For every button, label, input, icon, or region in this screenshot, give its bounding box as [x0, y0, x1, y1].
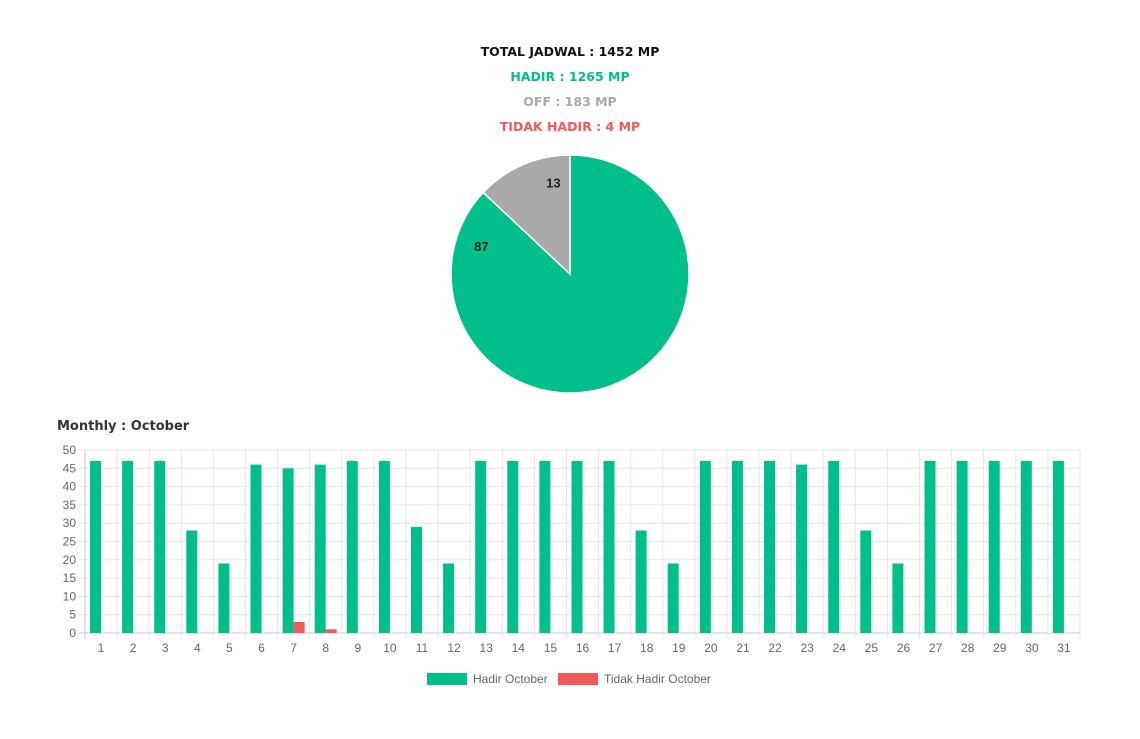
x-tick-label: 12 [447, 641, 461, 655]
hadir-line: HADIR : 1265 MP [0, 69, 1140, 85]
bar-hadir-28[interactable] [956, 461, 968, 633]
y-tick-label: 30 [63, 516, 77, 530]
total-jadwal-line: TOTAL JADWAL : 1452 MP [0, 44, 1140, 60]
x-tick-label: 19 [672, 641, 686, 655]
x-tick-label: 2 [130, 641, 137, 655]
bar-hadir-1[interactable] [90, 461, 101, 633]
x-tick-label: 6 [258, 641, 265, 655]
x-tick-label: 24 [833, 641, 847, 655]
pie-label-87: 87 [474, 239, 488, 254]
y-tick-label: 15 [63, 571, 77, 585]
x-tick-label: 29 [993, 641, 1007, 655]
hadir-value: 1265 MP [568, 69, 630, 84]
tidak-hadir-value: 4 MP [605, 119, 641, 134]
bar-hadir-22[interactable] [764, 461, 775, 633]
bar-hadir-9[interactable] [346, 461, 358, 633]
bar-hadir-13[interactable] [475, 461, 487, 633]
x-tick-label: 4 [194, 641, 201, 655]
y-tick-label: 35 [63, 498, 77, 512]
bar-hadir-21[interactable] [731, 461, 743, 633]
x-tick-label: 7 [290, 641, 297, 655]
legend-label-hadir[interactable]: Hadir October [473, 672, 548, 686]
x-tick-label: 27 [929, 641, 943, 655]
legend-label-tidak-hadir[interactable]: Tidak Hadir October [604, 672, 711, 686]
y-tick-label: 10 [63, 589, 77, 603]
bar-tidak-hadir-7[interactable] [293, 622, 305, 633]
bar-tidak-hadir-8[interactable] [325, 629, 337, 633]
x-tick-label: 1 [98, 641, 105, 655]
total-jadwal-value: 1452 MP [598, 44, 660, 59]
x-tick-label: 5 [226, 641, 233, 655]
bar-hadir-25[interactable] [860, 530, 872, 634]
bar-hadir-23[interactable] [796, 464, 808, 633]
bar-hadir-16[interactable] [571, 461, 583, 633]
bar-hadir-15[interactable] [539, 461, 551, 633]
off-label: OFF : [523, 94, 565, 109]
bar-hadir-3[interactable] [154, 461, 166, 633]
y-tick-label: 5 [69, 608, 76, 622]
bar-hadir-26[interactable] [892, 563, 904, 634]
x-tick-label: 8 [322, 641, 329, 655]
y-tick-label: 0 [69, 626, 76, 640]
bar-hadir-7[interactable] [282, 468, 294, 633]
bar-hadir-17[interactable] [603, 461, 615, 633]
x-tick-label: 18 [640, 641, 654, 655]
x-tick-label: 23 [801, 641, 815, 655]
bar-hadir-11[interactable] [411, 526, 422, 633]
off-line: OFF : 183 MP [0, 94, 1140, 110]
pie-slice-87[interactable] [450, 154, 690, 394]
x-tick-label: 16 [576, 641, 590, 655]
off-value: 183 MP [564, 94, 617, 109]
attendance-pie-chart: 87 13 [450, 154, 690, 394]
x-tick-label: 26 [897, 641, 911, 655]
x-tick-label: 11 [416, 641, 429, 655]
monthly-chart-title: Monthly : October [57, 419, 190, 434]
bar-hadir-14[interactable] [507, 461, 519, 633]
x-tick-label: 30 [1025, 641, 1039, 655]
y-tick-label: 50 [63, 443, 77, 457]
y-tick-label: 25 [63, 535, 77, 549]
y-tick-label: 20 [63, 553, 77, 567]
pie-label-13: 13 [546, 176, 560, 191]
x-tick-label: 3 [162, 641, 169, 655]
x-tick-label: 25 [865, 641, 879, 655]
bar-hadir-29[interactable] [988, 461, 1000, 633]
hadir-label: HADIR : [510, 69, 569, 84]
bar-hadir-19[interactable] [667, 563, 679, 634]
pie-slice-13[interactable] [482, 154, 571, 276]
x-tick-label: 31 [1057, 641, 1071, 655]
tidak-hadir-label: TIDAK HADIR : [499, 119, 606, 134]
bar-hadir-27[interactable] [924, 461, 936, 633]
x-tick-label: 20 [704, 641, 718, 655]
tidak-hadir-line: TIDAK HADIR : 4 MP [0, 119, 1140, 135]
x-tick-label: 15 [544, 641, 558, 655]
x-tick-label: 17 [608, 641, 622, 655]
y-tick-label: 45 [63, 461, 77, 475]
bar-hadir-24[interactable] [828, 461, 840, 633]
x-tick-label: 22 [768, 641, 782, 655]
bar-hadir-6[interactable] [250, 464, 262, 633]
legend-swatch-hadir[interactable] [427, 673, 467, 685]
bar-hadir-2[interactable] [122, 461, 134, 633]
bar-hadir-8[interactable] [314, 464, 326, 633]
y-tick-label: 40 [63, 480, 77, 494]
bar-hadir-4[interactable] [186, 530, 198, 634]
bar-hadir-31[interactable] [1052, 461, 1064, 633]
x-tick-label: 9 [354, 641, 361, 655]
x-tick-label: 14 [512, 641, 526, 655]
bar-hadir-18[interactable] [635, 530, 647, 634]
x-tick-label: 10 [383, 641, 397, 655]
bar-hadir-5[interactable] [218, 563, 230, 634]
x-tick-label: 28 [961, 641, 975, 655]
bar-hadir-10[interactable] [378, 461, 390, 633]
bar-hadir-30[interactable] [1020, 461, 1032, 633]
bar-hadir-12[interactable] [443, 563, 455, 634]
legend-swatch-tidak-hadir[interactable] [558, 673, 598, 685]
x-tick-label: 13 [480, 641, 494, 655]
total-jadwal-label: TOTAL JADWAL : [480, 44, 599, 59]
bar-hadir-20[interactable] [699, 461, 711, 633]
x-tick-label: 21 [736, 641, 750, 655]
